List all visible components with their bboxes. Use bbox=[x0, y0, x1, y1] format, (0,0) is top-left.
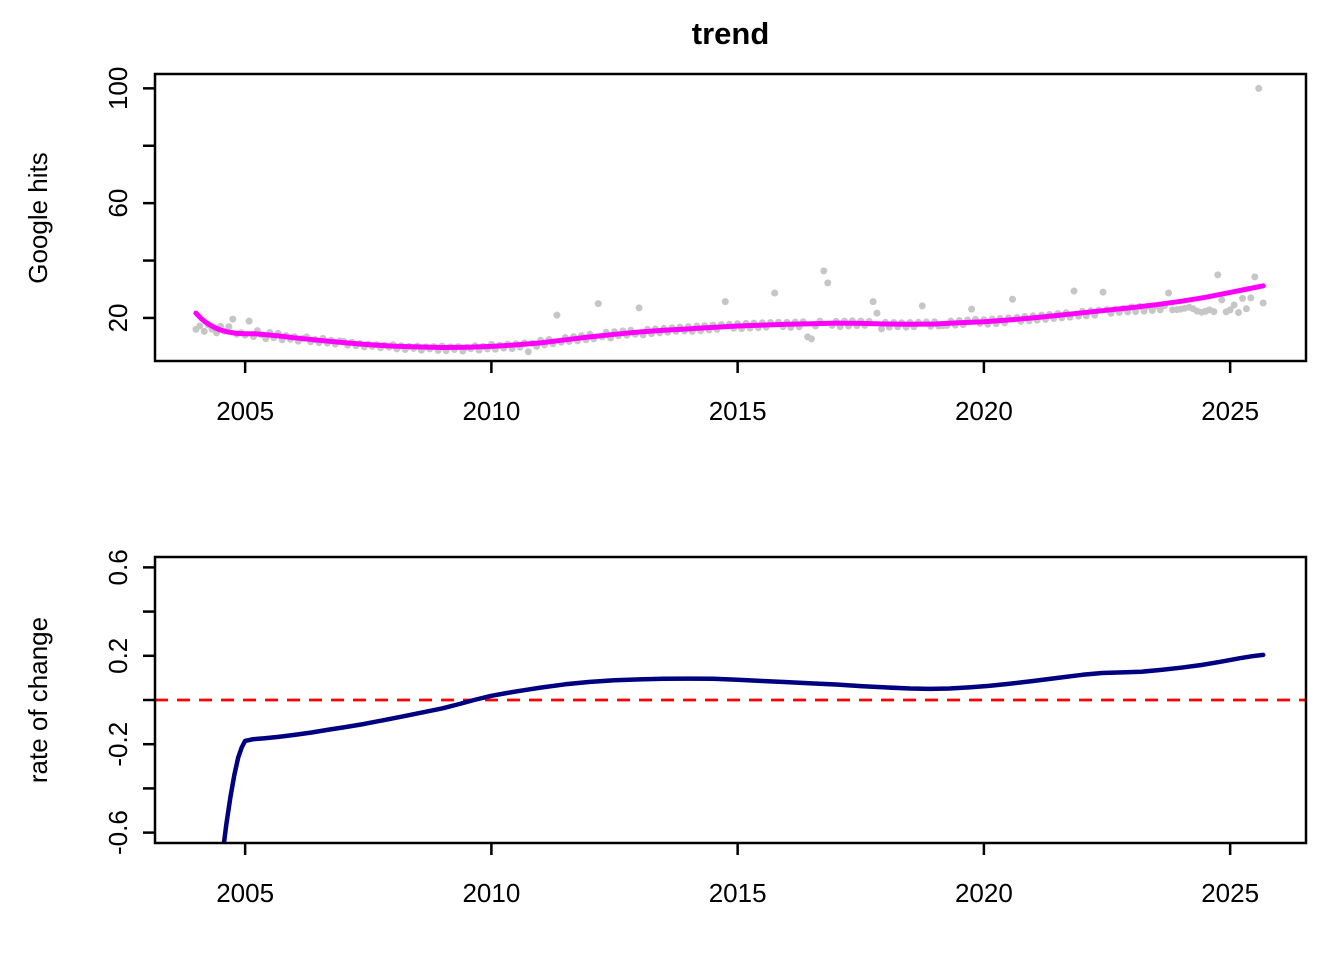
x-tick-label: 2025 bbox=[1201, 396, 1259, 426]
y-tick-label: 0.2 bbox=[103, 638, 133, 674]
y-axis: -0.6 -0.2 0.2 0.6 bbox=[103, 549, 155, 855]
y-tick-label: 60 bbox=[103, 189, 133, 218]
x-tick-label: 2010 bbox=[462, 396, 520, 426]
x-tick-label: 2020 bbox=[955, 878, 1013, 908]
x-tick-label: 2010 bbox=[462, 878, 520, 908]
trend-line bbox=[193, 283, 1266, 350]
x-tick-label: 2025 bbox=[1201, 878, 1259, 908]
x-tick-label: 2005 bbox=[216, 396, 274, 426]
y-tick-label: 20 bbox=[103, 303, 133, 332]
y-tick-label: -0.6 bbox=[103, 810, 133, 855]
x-tick-label: 2015 bbox=[709, 396, 767, 426]
y-axis-title-rate-of-change: rate of change bbox=[23, 616, 53, 784]
x-tick-label: 2020 bbox=[955, 396, 1013, 426]
y-tick-label: -0.2 bbox=[103, 722, 133, 767]
chart-title: trend bbox=[691, 16, 770, 51]
top-panel: 2005 2010 2015 2020 2025 20 60 100 bbox=[103, 67, 1308, 426]
y-axis: 20 60 100 bbox=[103, 67, 155, 332]
panel-data-area bbox=[155, 652, 1306, 843]
y-axis-title-google-hits: Google hits bbox=[23, 152, 53, 284]
scatter-points bbox=[192, 84, 1267, 356]
bottom-panel: 2005 2010 2015 2020 2025 -0.6 -0.2 0.2 0.6 bbox=[103, 549, 1308, 908]
x-axis: 2005 2010 2015 2020 2025 bbox=[216, 361, 1259, 426]
rate-of-change-line bbox=[221, 652, 1266, 843]
y-tick-label: 0.6 bbox=[103, 549, 133, 585]
y-tick-label: 100 bbox=[103, 67, 133, 110]
x-tick-label: 2005 bbox=[216, 878, 274, 908]
plot-box bbox=[153, 72, 1308, 363]
x-tick-label: 2015 bbox=[709, 878, 767, 908]
panel-data-area bbox=[192, 84, 1267, 356]
x-axis: 2005 2010 2015 2020 2025 bbox=[216, 843, 1259, 908]
